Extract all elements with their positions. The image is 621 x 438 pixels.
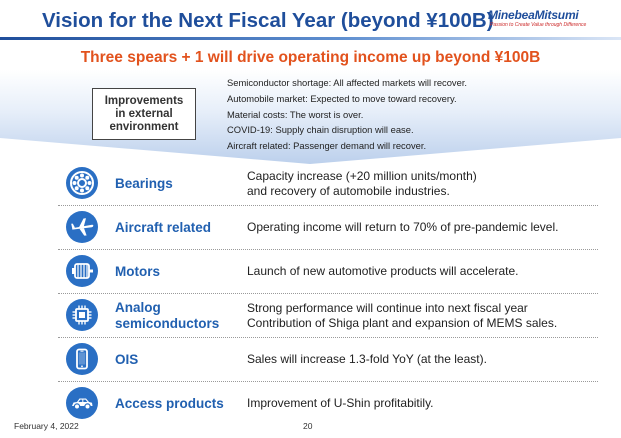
airplane-icon — [66, 211, 98, 243]
env-box-line: Improvements — [104, 94, 184, 107]
segment-description-line: Sales will increase 1.3-fold YoY (at the… — [247, 352, 487, 366]
external-environment-box: Improvements in external environment — [92, 88, 196, 140]
segment-name-line: Motors — [115, 263, 160, 279]
environment-item: Aircraft related: Passenger demand will … — [227, 140, 427, 152]
segment-row-ois: OIS Sales will increase 1.3-fold YoY (at… — [58, 338, 598, 382]
page-number: 20 — [303, 421, 313, 431]
segment-name: Access products — [115, 382, 235, 425]
segment-description: Improvement of U-Shin profitabitily. — [247, 382, 597, 425]
headline: Three spears + 1 will drive operating in… — [80, 49, 541, 66]
segment-description-line: Capacity increase (+20 million units/mon… — [247, 168, 477, 183]
segment-description: Operating income will return to 70% of p… — [247, 206, 597, 249]
environment-item: Semiconductor shortage: All affected mar… — [227, 77, 468, 88]
segment-row-bearings: Bearings Capacity increase (+20 million … — [58, 162, 598, 206]
environment-item: Automobile market: Expected to move towa… — [227, 92, 457, 104]
segment-row-aircraft: Aircraft related Operating income will r… — [58, 206, 598, 250]
logo-name: MinebeaMitsumi — [488, 8, 579, 22]
segment-name: Aircraft related — [115, 206, 235, 249]
segment-name-line: OIS — [115, 351, 139, 367]
title-underline — [0, 37, 621, 40]
environment-list: Semiconductor shortage: All affected mar… — [227, 75, 467, 154]
segment-name: OIS — [115, 338, 235, 381]
segment-name-line: Access products — [115, 395, 224, 411]
segment-name: Analog semiconductors — [115, 294, 235, 337]
company-logo: MinebeaMitsumi Passion to Create Value t… — [488, 8, 614, 28]
car-icon — [66, 387, 98, 419]
segment-name: Motors — [115, 250, 235, 293]
segment-name-line: Analog — [115, 299, 161, 315]
segment-list: Bearings Capacity increase (+20 million … — [58, 162, 598, 425]
segment-row-access-products: Access products Improvement of U-Shin pr… — [58, 382, 598, 425]
segment-description-line: Contribution of Shiga plant and expansio… — [247, 315, 558, 330]
motor-icon — [66, 255, 98, 287]
footer-date: February 4, 2022 — [14, 421, 79, 431]
env-box-line: environment — [109, 120, 179, 133]
environment-item: COVID-19: Supply chain disruption will e… — [227, 124, 414, 136]
segment-name-line: Bearings — [115, 175, 173, 191]
chip-icon — [66, 299, 98, 331]
segment-description-line: Strong performance will continue into ne… — [247, 300, 528, 315]
segment-name-line: Aircraft related — [115, 219, 212, 235]
logo-tagline: Passion to Create Value through Differen… — [490, 22, 587, 28]
segment-description-line: Launch of new automotive products will a… — [247, 264, 519, 278]
bearing-icon — [66, 167, 98, 199]
segment-description: Launch of new automotive products will a… — [247, 250, 597, 293]
smartphone-icon — [66, 343, 98, 375]
environment-item: Material costs: The worst is over. — [227, 108, 364, 120]
slide-title: Vision for the Next Fiscal Year (beyond … — [42, 9, 494, 32]
env-box-line: in external — [115, 107, 173, 120]
segment-description: Sales will increase 1.3-fold YoY (at the… — [247, 338, 597, 381]
segment-name: Bearings — [115, 162, 235, 205]
segment-description: Capacity increase (+20 million units/mon… — [247, 162, 597, 205]
segment-description: Strong performance will continue into ne… — [247, 294, 597, 337]
segment-row-analog-semiconductors: Analog semiconductors Strong performance… — [58, 294, 598, 338]
segment-description-line: Operating income will return to 70% of p… — [247, 220, 559, 234]
segment-description-line: Improvement of U-Shin profitabitily. — [247, 396, 434, 410]
segment-description-line: and recovery of automobile industries. — [247, 183, 450, 198]
segment-name-line: semiconductors — [115, 315, 220, 331]
segment-row-motors: Motors Launch of new automotive products… — [58, 250, 598, 294]
